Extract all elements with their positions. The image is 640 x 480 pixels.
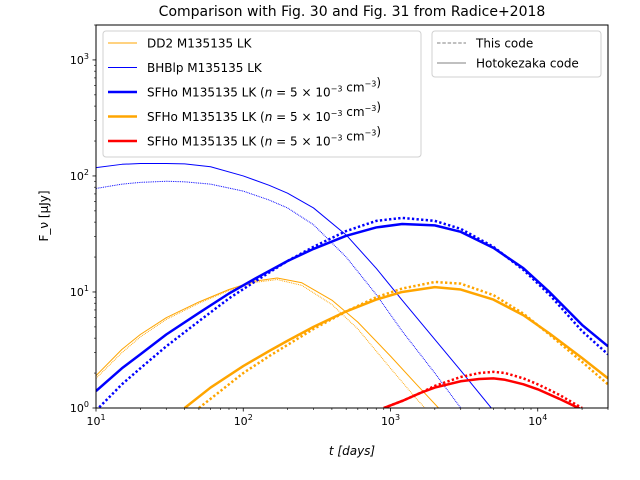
series-line-9 — [383, 370, 583, 408]
x-tick-label: 103 — [381, 413, 400, 428]
series-line-2 — [96, 163, 492, 408]
y-axis-label: F_ν [μJy] — [37, 190, 51, 241]
series-line-6 — [183, 285, 608, 408]
x-axis-label: t [days] — [329, 444, 376, 458]
series-line-0 — [96, 277, 440, 408]
series-line-1 — [96, 279, 426, 408]
series-line-8 — [383, 377, 582, 408]
chart-title: Comparison with Fig. 30 and Fig. 31 from… — [159, 4, 546, 20]
x-tick-label: 101 — [86, 413, 105, 428]
legend-models-box — [102, 30, 422, 158]
series-line-3 — [96, 180, 462, 408]
series-line-7 — [198, 280, 608, 408]
x-tick-label: 102 — [234, 413, 253, 428]
y-tick-label: 100 — [70, 400, 89, 415]
legend-style-label: Hotokezaka code — [476, 57, 579, 71]
legend-label: DD2 M135135 LK — [147, 37, 253, 51]
y-tick-label: 103 — [70, 52, 89, 67]
plot-series — [96, 163, 608, 408]
series-line-5 — [96, 216, 608, 408]
y-tick-label: 102 — [70, 168, 89, 183]
legend-style-label: This code — [475, 37, 533, 51]
legend-label: BHBlp M135135 LK — [147, 61, 263, 75]
legend-styles-box — [431, 30, 602, 78]
x-tick-label: 104 — [528, 413, 547, 428]
y-tick-label: 101 — [70, 284, 89, 299]
series-line-4 — [96, 222, 608, 392]
legend-styles: This code Hotokezaka code — [431, 30, 602, 78]
plot-frame — [95, 24, 609, 409]
